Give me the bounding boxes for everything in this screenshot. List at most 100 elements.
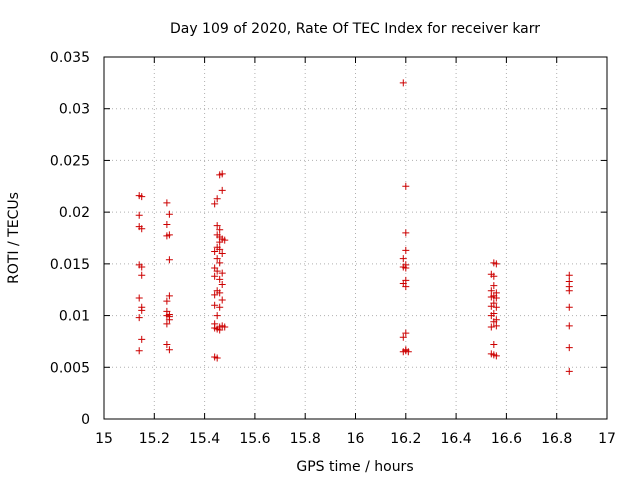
data-point [490,272,498,280]
data-point [216,238,224,246]
data-point [138,271,146,279]
data-point [490,341,498,349]
data-point [487,293,495,301]
x-tick-label: 15.8 [290,431,321,447]
data-point [211,301,219,309]
y-tick-labels: 0 0.005 0.01 0.015 0.02 0.025 0.03 0.035 [50,50,90,428]
data-point [399,333,407,341]
data-point [163,221,171,229]
data-point [213,267,221,275]
data-point [402,329,410,337]
data-point [492,303,500,311]
data-point [221,236,229,244]
y-tick-label: 0 [81,412,90,428]
data-point [165,256,173,264]
data-point [165,292,173,300]
data-point [565,367,573,375]
data-point [218,296,226,304]
data-point [135,347,143,355]
x-tick-label: 15 [95,431,113,447]
data-point [213,195,221,203]
x-tick-label: 16.2 [390,431,421,447]
data-point [211,324,219,332]
data-point [213,222,221,230]
data-point [402,229,410,237]
data-point [492,294,500,302]
axis-ticks [103,56,608,420]
data-point [216,259,224,267]
data-point [163,320,171,328]
data-point [163,341,171,349]
y-tick-label: 0.025 [50,153,90,169]
data-point [218,250,226,258]
gridlines [104,57,607,419]
data-point [218,186,226,194]
data-point [216,275,224,283]
data-point [490,282,498,290]
chart-title: Day 109 of 2020, Rate Of TEC Index for r… [170,21,540,37]
x-tick-label: 16 [347,431,365,447]
data-point [211,272,219,280]
data-point [216,326,224,334]
data-point [218,281,226,289]
data-point [487,323,495,331]
y-tick-label: 0.01 [59,309,90,325]
data-point [213,354,221,362]
data-point [565,271,573,279]
x-tick-label: 16.4 [441,431,472,447]
data-point [138,263,146,271]
y-axis-label: ROTI / TECUs [6,192,22,284]
data-point [216,289,224,297]
y-tick-label: 0.015 [50,257,90,273]
data-point [165,346,173,354]
x-axis-label: GPS time / hours [296,459,413,475]
data-point [135,294,143,302]
data-points [135,79,573,375]
y-tick-label: 0.005 [50,360,90,376]
data-point [487,302,495,310]
data-point [492,260,500,268]
y-tick-label: 0.03 [59,102,90,118]
data-point [138,193,146,201]
data-point [165,231,173,239]
data-point [565,287,573,295]
plot-border [103,56,608,420]
data-point [216,226,224,234]
x-tick-labels: 15 15.2 15.4 15.6 15.8 16 16.2 16.4 16.6 16.8 17 [95,431,616,447]
data-point [135,211,143,219]
x-tick-label: 16.8 [541,431,572,447]
data-point [216,245,224,253]
x-tick-label: 15.6 [239,431,270,447]
data-point [165,316,173,324]
data-point [216,303,224,311]
data-point [213,255,221,263]
data-point [135,314,143,322]
data-point [402,182,410,190]
data-point [402,246,410,254]
data-point [404,348,412,356]
data-point [565,303,573,311]
data-point [221,323,229,331]
data-point [565,322,573,330]
data-point [211,291,219,299]
data-point [399,79,407,87]
data-point [211,247,219,255]
x-tick-label: 16.6 [491,431,522,447]
data-point [163,297,171,305]
data-point [487,312,495,320]
data-point [565,344,573,352]
data-point [490,318,498,326]
x-tick-label: 17 [598,431,616,447]
data-point [402,264,410,272]
y-tick-label: 0.02 [59,205,90,221]
data-point [211,200,219,208]
data-point [218,269,226,277]
data-point [399,255,407,263]
x-tick-label: 15.4 [189,431,220,447]
data-point [402,283,410,291]
x-tick-label: 15.2 [139,431,170,447]
data-point [138,306,146,314]
data-point [492,322,500,330]
